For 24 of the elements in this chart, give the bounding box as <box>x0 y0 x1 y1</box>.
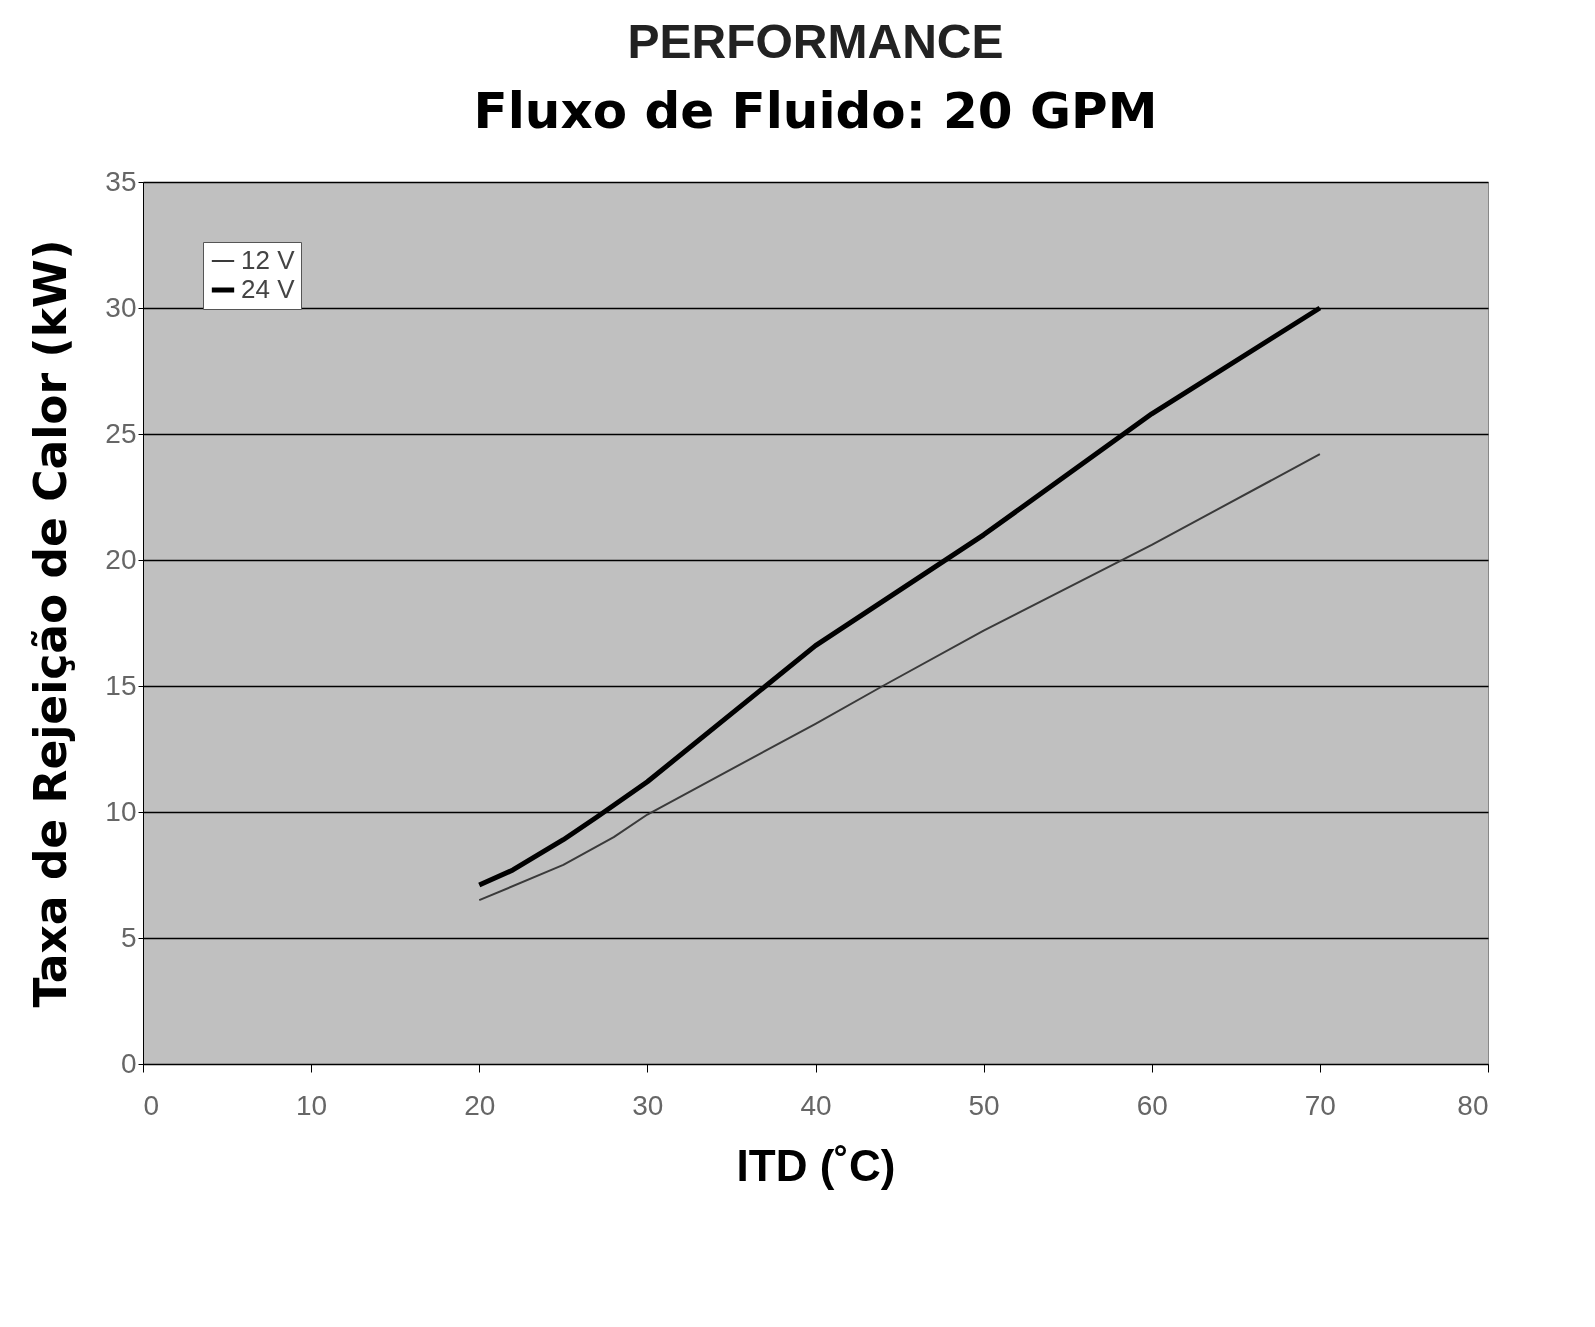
y-tick-label: 25 <box>105 417 137 449</box>
y-tick-label: 5 <box>120 921 137 953</box>
x-tick-label: 80 <box>1457 1089 1489 1121</box>
x-tick-label: 30 <box>632 1089 664 1121</box>
y-tick-label: 35 <box>105 165 137 197</box>
chart-title: PERFORMANCE <box>627 15 1004 68</box>
chart-subtitle: Fluxo de Fluido: 20 GPM <box>473 82 1158 140</box>
y-tick-label: 30 <box>105 291 137 323</box>
x-tick-label: 20 <box>464 1089 496 1121</box>
x-axis-title: ITD (˚C) <box>736 1140 896 1190</box>
y-tick-label: 0 <box>120 1047 137 1079</box>
line-series <box>478 453 1321 902</box>
legend-label: 12 V <box>241 245 296 275</box>
x-tick-label: 0 <box>143 1089 160 1121</box>
y-axis-title: Taxa de Rejeição de Calor (kW) <box>25 239 77 1008</box>
y-tick-label: 15 <box>105 669 137 701</box>
y-tick-label: 20 <box>105 543 137 575</box>
x-tick-label: 50 <box>968 1089 1000 1121</box>
x-tick-label: 10 <box>296 1089 328 1121</box>
x-tick-label: 60 <box>1136 1089 1168 1121</box>
x-tick-label: 40 <box>800 1089 832 1121</box>
legend-label: 24 V <box>241 274 296 304</box>
x-tick-label: 70 <box>1304 1089 1336 1121</box>
y-tick-label: 10 <box>105 795 137 827</box>
